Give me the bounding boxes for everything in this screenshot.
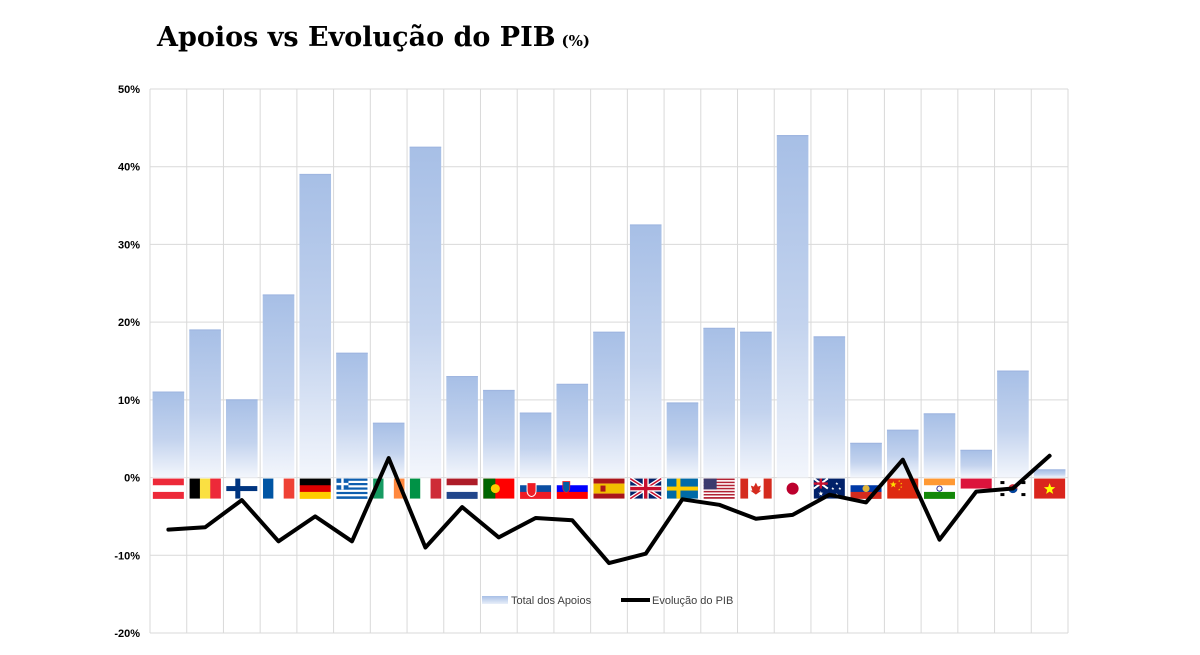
bar-2 xyxy=(189,329,221,478)
netherlands-flag xyxy=(446,478,478,499)
bar-18 xyxy=(776,135,809,478)
canada-flag xyxy=(740,478,772,499)
y-tick-label: 30% xyxy=(118,239,140,251)
greece-flag xyxy=(336,478,368,499)
bar-15 xyxy=(666,402,699,478)
slovakia-flag xyxy=(520,478,552,499)
bar-17 xyxy=(740,332,772,478)
bar-7 xyxy=(372,423,405,478)
germany-flag xyxy=(299,478,331,499)
bar-5 xyxy=(299,174,332,478)
y-tick-label: 50% xyxy=(118,84,140,96)
bar-13 xyxy=(593,332,625,478)
usa-flag xyxy=(703,478,735,499)
vietnam-flag xyxy=(1034,478,1066,499)
russia-flag xyxy=(850,478,882,499)
austria-flag xyxy=(152,478,184,499)
y-tick-label: 40% xyxy=(118,162,140,174)
sweden-flag xyxy=(666,478,698,499)
india-flag xyxy=(923,478,955,499)
china-flag xyxy=(887,478,919,499)
bar-20 xyxy=(850,443,882,478)
spain-flag xyxy=(593,478,625,499)
bar-8 xyxy=(409,147,442,478)
bar-1 xyxy=(152,392,185,478)
y-tick-label: 20% xyxy=(118,317,140,329)
line-series xyxy=(166,453,1052,566)
legend: Total dos Apoios Evolução do PIB xyxy=(482,595,733,607)
australia-flag xyxy=(813,477,845,499)
bar-4 xyxy=(262,294,295,478)
chart-title: Apoios vs Evolução do PIB xyxy=(157,22,556,53)
y-axis: -20% -10% 0% 10% 20% 30% 40% 50% xyxy=(114,84,140,640)
bar-23 xyxy=(960,450,992,478)
y-tick-label: -20% xyxy=(114,628,140,640)
finland-flag xyxy=(226,478,258,499)
y-tick-label: 10% xyxy=(118,395,140,407)
gdp-line xyxy=(166,453,1052,566)
legend-bar-label: Total dos Apoios xyxy=(511,595,592,607)
slovenia-flag xyxy=(556,478,588,499)
bar-9 xyxy=(446,376,478,478)
bar-16 xyxy=(703,328,735,478)
italy-flag xyxy=(409,478,442,499)
legend-bar-swatch xyxy=(482,596,508,604)
bar-24 xyxy=(997,371,1029,478)
bar-6 xyxy=(336,353,368,478)
bar-22 xyxy=(923,413,956,478)
bars xyxy=(152,135,1066,478)
grid xyxy=(149,88,1069,634)
flags xyxy=(152,476,1066,501)
legend-line-label: Evolução do PIB xyxy=(652,595,733,607)
france-flag xyxy=(263,478,295,499)
chart-title-unit: (%) xyxy=(561,32,590,50)
bar-10 xyxy=(483,390,515,478)
bar-14 xyxy=(629,225,662,478)
bar-19 xyxy=(813,336,846,478)
belgium-flag xyxy=(189,478,221,499)
uk-flag xyxy=(629,476,663,501)
chart-title-wrap: Apoios vs Evolução do PIB (%) xyxy=(157,22,590,53)
japan-flag xyxy=(777,478,809,499)
bar-25 xyxy=(1033,469,1066,478)
portugal-flag xyxy=(483,478,515,499)
bar-12 xyxy=(556,384,589,478)
y-tick-label: 0% xyxy=(124,473,140,485)
bar-3 xyxy=(226,399,258,478)
y-tick-label: -10% xyxy=(114,550,140,562)
bar-11 xyxy=(519,413,552,478)
